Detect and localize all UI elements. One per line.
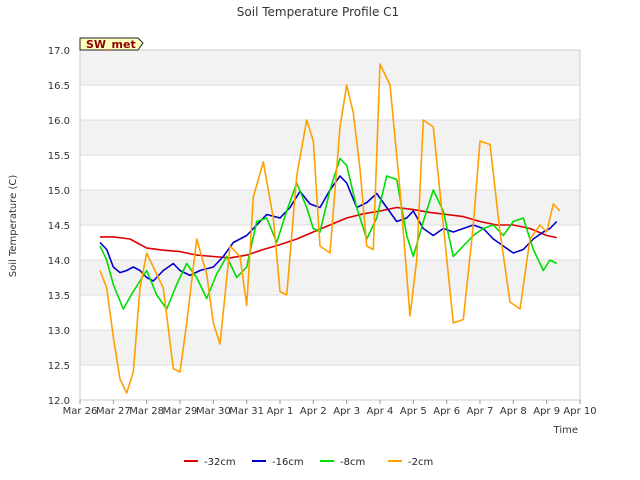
site-badge: SW_met [79,37,144,51]
x-tick-label: Mar 29 [163,406,198,417]
legend-label: -8cm [340,457,365,468]
x-tick-label: Apr 2 [300,406,327,417]
y-tick-label: 12.5 [48,361,70,372]
x-tick-label: Apr 9 [533,406,560,417]
grid-band [80,155,580,190]
grid-band [80,225,580,260]
y-tick-label: 17.0 [48,46,70,57]
x-tick-label: Apr 7 [467,406,494,417]
legend: -32cm -16cm -8cm -2cm [184,457,433,468]
site-badge-label: SW_met [86,38,136,51]
y-tick-label: 13.0 [48,326,70,337]
series-line-32cm [100,206,557,259]
grid-band [80,190,580,225]
x-tick-label: Mar 30 [196,406,231,417]
x-tick-label: Apr 5 [400,406,427,417]
x-tick-label: Mar 28 [129,406,164,417]
x-tick-label: Apr 10 [563,406,596,417]
y-tick-label: 14.5 [48,221,70,232]
series-line-16cm [99,175,558,282]
x-tick-label: Apr 6 [433,406,460,417]
y-axis-label: Soil Temperature (C) [8,175,19,278]
legend-label: -16cm [272,457,304,468]
chart-title: Soil Temperature Profile C1 [237,5,399,19]
y-tick-label: 14.0 [48,256,70,267]
y-tick-label: 13.5 [48,291,70,302]
x-axis-label: Time [553,425,578,436]
x-tick-label: Apr 1 [267,406,294,417]
y-tick-label: 16.0 [48,116,70,127]
x-tick-label: Apr 8 [500,406,527,417]
legend-label: -2cm [408,457,433,468]
x-tick-label: Apr 3 [333,406,360,417]
y-tick-label: 15.0 [48,186,70,197]
x-tick-label: Mar 26 [63,406,98,417]
x-tick-label: Mar 31 [229,406,264,417]
series-lines [99,63,561,394]
legend-label: -32cm [204,457,236,468]
series-line-8cm [99,157,558,310]
plot-frame [79,49,581,401]
x-tick-label: Apr 4 [367,406,394,417]
y-tick-label: 12.0 [48,396,70,407]
grid-band [80,50,580,85]
grid-band [80,120,580,155]
y-axis-ticks: 12.0 12.5 13.0 13.5 14.0 14.5 15.0 15.5 16.0 16.5… [48,46,70,407]
grid-band [80,330,580,365]
grid-band [80,365,580,400]
y-tick-label: 16.5 [48,81,70,92]
x-tick-label: Mar 27 [96,406,131,417]
grid-band [80,295,580,330]
grid-band [80,85,580,120]
series-line-2cm [99,63,561,394]
y-tick-label: 15.5 [48,151,70,162]
